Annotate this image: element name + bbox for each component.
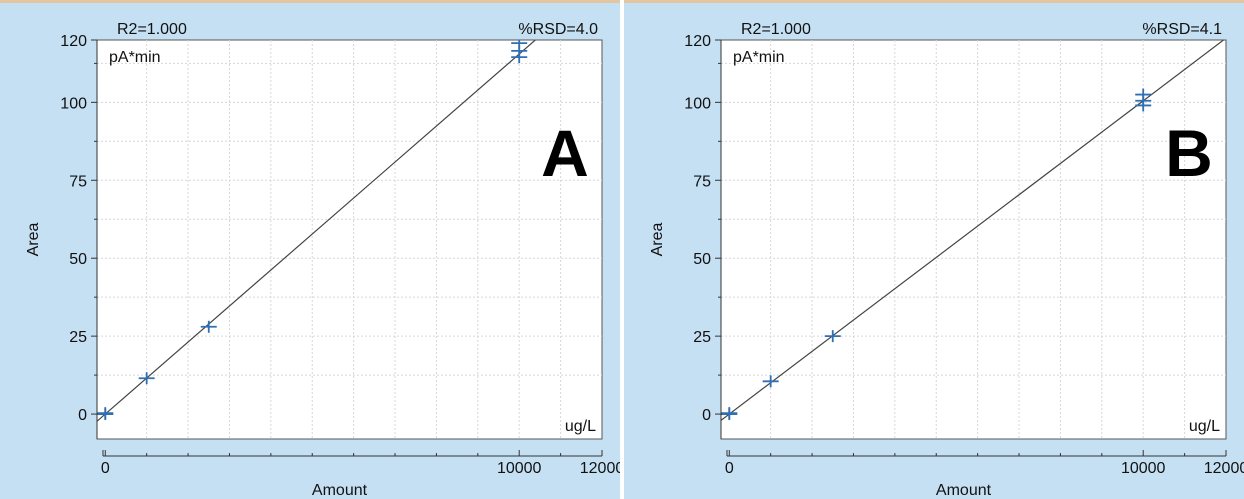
rsd-label: %RSD=4.0 — [518, 21, 598, 38]
panel-letter: A — [541, 116, 589, 190]
y-tick-label: 25 — [693, 329, 711, 346]
x-tick-label: 12000 — [1204, 460, 1244, 477]
x-tick-label: 12000 — [580, 460, 625, 477]
panel-divider — [620, 0, 624, 499]
y-axis-title: Area — [25, 223, 42, 257]
y-tick-label: 100 — [60, 95, 87, 112]
data-point — [138, 372, 155, 385]
plot-area — [96, 39, 603, 440]
y-tick-label: 0 — [78, 407, 87, 424]
data-point — [762, 375, 779, 388]
x-unit-label: ug/L — [565, 418, 596, 435]
data-point — [721, 407, 738, 420]
x-axis-title: Amount — [312, 482, 368, 499]
y-tick-label: 120 — [60, 33, 87, 50]
chart-a-svg: 0 25 50 75 100 120 0 10000 12000 R2=1.000 %RSD=4.0… — [25, 21, 624, 499]
y-unit-label: pA*min — [733, 49, 785, 66]
panel-letter: B — [1165, 116, 1213, 190]
x-tick-label: 10000 — [497, 460, 542, 477]
plot-area — [720, 39, 1227, 440]
data-point — [824, 330, 841, 343]
calibration-chart-a: 0 25 50 75 100 120 0 10000 12000 R2=1.000 %RSD=4.0… — [0, 3, 624, 499]
x-tick-label: 0 — [101, 460, 110, 477]
calibration-chart-b: 0 25 50 75 100 120 0 10000 12000 R2=1.000 %RSD=4.1… — [624, 3, 1244, 499]
x-tick-label: 0 — [725, 460, 734, 477]
y-tick-label: 0 — [702, 407, 711, 424]
x-tick-label: 10000 — [1121, 460, 1166, 477]
y-tick-label: 75 — [69, 173, 87, 190]
data-point — [1135, 88, 1152, 101]
y-unit-label: pA*min — [109, 49, 161, 66]
r2-label: R2=1.000 — [117, 21, 187, 38]
rsd-label: %RSD=4.1 — [1142, 21, 1222, 38]
y-tick-label: 50 — [693, 251, 711, 268]
data-point — [97, 407, 114, 420]
y-tick-label: 25 — [69, 329, 87, 346]
chart-b-svg: 0 25 50 75 100 120 0 10000 12000 R2=1.000 %RSD=4.1… — [649, 21, 1244, 499]
y-tick-label: 100 — [684, 95, 711, 112]
x-axis-title: Amount — [936, 482, 992, 499]
x-unit-label: ug/L — [1189, 418, 1220, 435]
r2-label: R2=1.000 — [741, 21, 811, 38]
data-point — [511, 40, 528, 50]
data-point — [200, 320, 217, 333]
y-tick-label: 120 — [684, 33, 711, 50]
y-axis-title: Area — [649, 223, 666, 257]
y-tick-label: 50 — [69, 251, 87, 268]
regression-line — [97, 40, 537, 423]
y-tick-label: 75 — [693, 173, 711, 190]
